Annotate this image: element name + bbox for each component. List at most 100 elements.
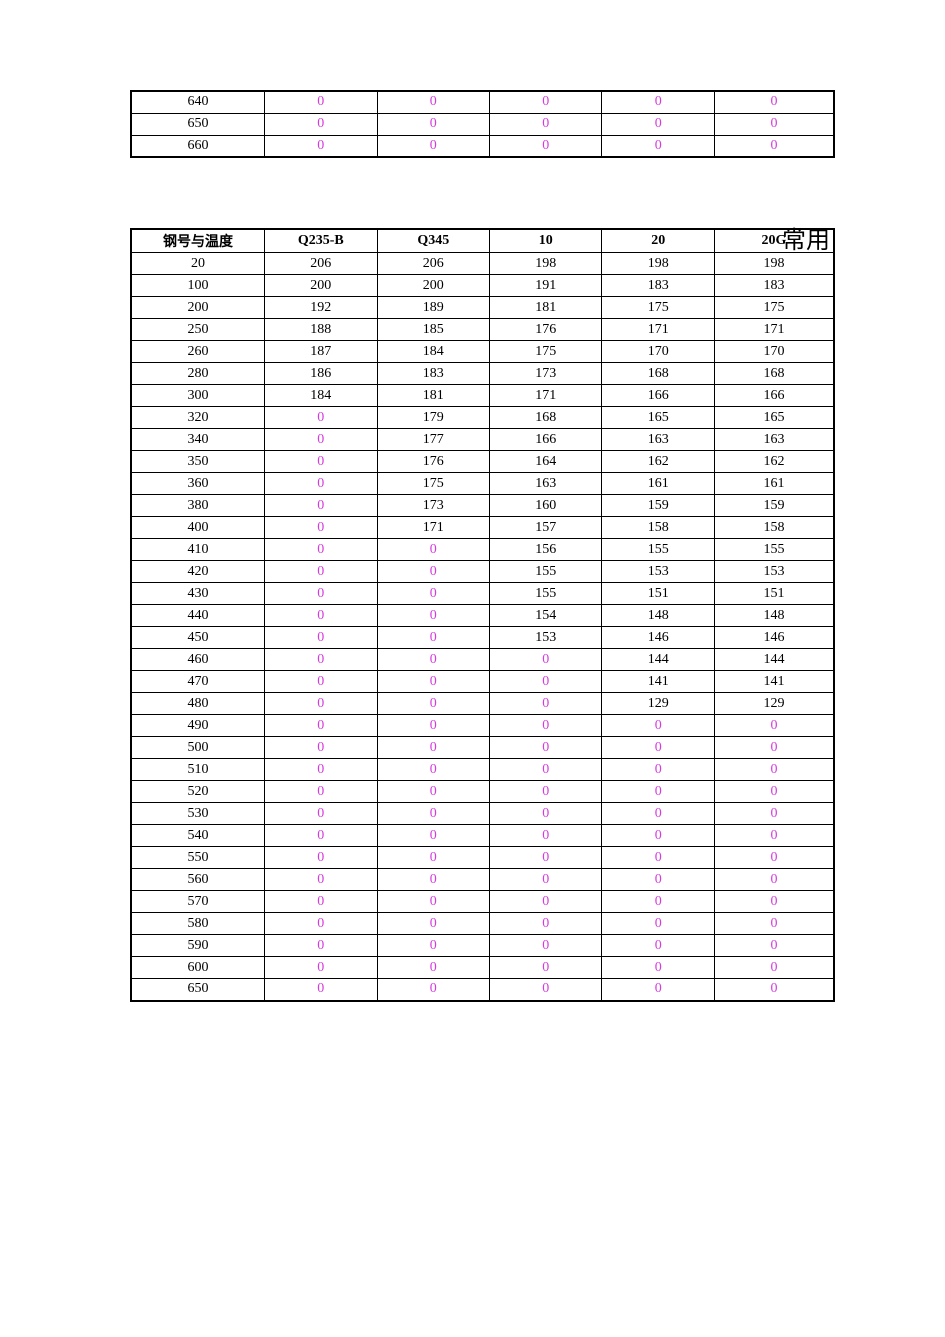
table-cell: 0 xyxy=(714,979,834,1001)
table-cell: 162 xyxy=(714,451,834,473)
table-cell: 175 xyxy=(602,297,714,319)
table-cell: 188 xyxy=(265,319,377,341)
table-cell: 0 xyxy=(377,803,489,825)
table-cell: 0 xyxy=(602,803,714,825)
table-cell: 0 xyxy=(714,113,834,135)
table-cell: 0 xyxy=(490,649,602,671)
table-cell: 0 xyxy=(490,913,602,935)
table-cell: 0 xyxy=(602,825,714,847)
table-cell: 0 xyxy=(490,671,602,693)
table-cell: 148 xyxy=(602,605,714,627)
table-cell: 0 xyxy=(377,737,489,759)
table-cell: 171 xyxy=(377,517,489,539)
table-cell: 154 xyxy=(490,605,602,627)
table-row: 56000000 xyxy=(131,869,834,891)
table-row: 57000000 xyxy=(131,891,834,913)
table-cell: 0 xyxy=(602,847,714,869)
table-cell: 168 xyxy=(714,363,834,385)
table-cell: 192 xyxy=(265,297,377,319)
table-cell: 155 xyxy=(490,561,602,583)
table-cell: 0 xyxy=(714,715,834,737)
table-cell: 0 xyxy=(265,715,377,737)
main-table: 钢号与温度Q235-BQ345102020G 20206206198198198… xyxy=(130,228,835,1002)
table-cell: 0 xyxy=(714,825,834,847)
table-row: 54000000 xyxy=(131,825,834,847)
table-cell: 0 xyxy=(602,913,714,935)
table-cell: 157 xyxy=(490,517,602,539)
table-cell: 156 xyxy=(490,539,602,561)
table-cell: 0 xyxy=(490,825,602,847)
table-cell: 0 xyxy=(377,781,489,803)
table-cell: 0 xyxy=(265,649,377,671)
table-cell: 0 xyxy=(265,407,377,429)
table-cell: 181 xyxy=(377,385,489,407)
table-row: 3200179168165165 xyxy=(131,407,834,429)
table-row: 42000155153153 xyxy=(131,561,834,583)
table-cell: 410 xyxy=(131,539,265,561)
table-cell: 300 xyxy=(131,385,265,407)
table-cell: 0 xyxy=(714,781,834,803)
table-cell: 187 xyxy=(265,341,377,363)
table-cell: 260 xyxy=(131,341,265,363)
table-cell: 184 xyxy=(377,341,489,363)
table-cell: 340 xyxy=(131,429,265,451)
table-row: 260187184175170170 xyxy=(131,341,834,363)
table-cell: 0 xyxy=(377,957,489,979)
table-row: 250188185176171171 xyxy=(131,319,834,341)
table-cell: 360 xyxy=(131,473,265,495)
table-cell: 173 xyxy=(377,495,489,517)
table-cell: 0 xyxy=(602,869,714,891)
table-cell: 0 xyxy=(377,561,489,583)
table-cell: 166 xyxy=(490,429,602,451)
table-cell: 155 xyxy=(714,539,834,561)
table-row: 52000000 xyxy=(131,781,834,803)
table-cell: 460 xyxy=(131,649,265,671)
table-cell: 0 xyxy=(377,979,489,1001)
table-cell: 470 xyxy=(131,671,265,693)
table-cell: 153 xyxy=(490,627,602,649)
table-cell: 570 xyxy=(131,891,265,913)
table-cell: 161 xyxy=(602,473,714,495)
table-cell: 0 xyxy=(377,605,489,627)
table-cell: 0 xyxy=(265,869,377,891)
table-cell: 183 xyxy=(602,275,714,297)
table-cell: 0 xyxy=(265,847,377,869)
table-cell: 0 xyxy=(490,759,602,781)
table-row: 45000153146146 xyxy=(131,627,834,649)
table-row: 20206206198198198 xyxy=(131,253,834,275)
table-cell: 0 xyxy=(265,91,377,113)
table-row: 3500176164162162 xyxy=(131,451,834,473)
table-cell: 185 xyxy=(377,319,489,341)
table-cell: 0 xyxy=(602,979,714,1001)
table-header-cell: Q235-B xyxy=(265,229,377,253)
table-cell: 0 xyxy=(714,737,834,759)
table-cell: 0 xyxy=(602,759,714,781)
table-cell: 0 xyxy=(377,135,489,157)
table-cell: 0 xyxy=(714,759,834,781)
table-cell: 0 xyxy=(490,737,602,759)
table-cell: 0 xyxy=(377,693,489,715)
table-cell: 183 xyxy=(377,363,489,385)
table-row: 200192189181175175 xyxy=(131,297,834,319)
table-cell: 0 xyxy=(490,781,602,803)
table-cell: 160 xyxy=(490,495,602,517)
table-cell: 580 xyxy=(131,913,265,935)
table-cell: 170 xyxy=(714,341,834,363)
table-cell: 191 xyxy=(490,275,602,297)
table-cell: 0 xyxy=(377,649,489,671)
table-cell: 0 xyxy=(265,671,377,693)
table-cell: 175 xyxy=(490,341,602,363)
section-title-right: 常用 xyxy=(782,220,830,255)
table-cell: 0 xyxy=(265,473,377,495)
table-cell: 163 xyxy=(602,429,714,451)
table-row: 3800173160159159 xyxy=(131,495,834,517)
table-cell: 0 xyxy=(714,91,834,113)
table-header-cell: Q345 xyxy=(377,229,489,253)
table-cell: 0 xyxy=(265,979,377,1001)
table-cell: 189 xyxy=(377,297,489,319)
table-cell: 0 xyxy=(377,869,489,891)
table-cell: 0 xyxy=(602,135,714,157)
table-cell: 177 xyxy=(377,429,489,451)
table-cell: 166 xyxy=(714,385,834,407)
table-cell: 176 xyxy=(490,319,602,341)
